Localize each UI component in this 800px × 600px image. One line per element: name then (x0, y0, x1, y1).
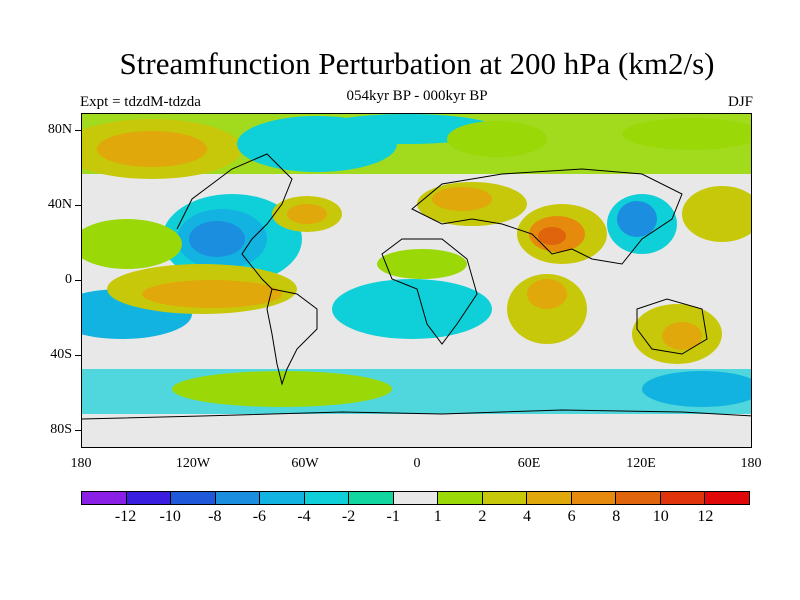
coast-antarctica (82, 409, 751, 420)
colorbar-label: -2 (341, 508, 356, 525)
colorbar-label: 12 (697, 508, 714, 525)
colorbar-label: -10 (159, 508, 181, 525)
field-atlantic-high-core (287, 204, 327, 224)
lat-label-40n: 40N (47, 197, 72, 212)
coastlines (82, 153, 751, 420)
colorbar-swatch (82, 492, 127, 504)
colorbar-label: 6 (567, 508, 576, 525)
coast-eurasia (411, 168, 683, 265)
lat-tick (75, 205, 81, 206)
colorbar-label: -12 (114, 508, 137, 525)
lon-label-0: 0 (413, 456, 421, 471)
colorbar-swatch (171, 492, 216, 504)
colorbar-label: 2 (478, 508, 487, 525)
lat-tick (75, 280, 81, 281)
colorbar-swatch (215, 492, 261, 504)
colorbar-label: 10 (652, 508, 669, 525)
colorbar-swatch (126, 492, 172, 504)
colorbar-label: 4 (523, 508, 531, 525)
colorbar-swatch (571, 492, 617, 504)
field-australia-high-core (662, 322, 702, 350)
colorbar-swatch (260, 492, 305, 504)
lon-label-120e: 120E (626, 456, 656, 471)
field-tropical-pac-core (142, 280, 282, 308)
lat-label-eq: 0 (65, 272, 72, 287)
colorbar-swatch (616, 492, 661, 504)
field-tibet-high-core (538, 227, 566, 245)
field-africa-ridge (377, 249, 467, 279)
field-indian-high-core (527, 279, 567, 309)
experiment-label: Expt = tdzdM-tdzda (80, 94, 201, 110)
colorbar-label: 1 (433, 508, 442, 525)
lat-tick (75, 355, 81, 356)
coast-africa (381, 238, 478, 345)
colorbar-swatch (349, 492, 394, 504)
colorbar-label: -6 (252, 508, 267, 525)
field-europe-high-core (432, 187, 492, 211)
lon-label-180w: 180 (70, 456, 92, 471)
field-wpac-high (682, 186, 751, 242)
season-label: DJF (727, 94, 753, 110)
plot-title: Streamfunction Perturbation at 200 hPa (… (119, 46, 715, 81)
coast-australia (636, 298, 708, 355)
colorbar-label: -8 (208, 508, 222, 525)
lon-label-120w: 120W (175, 456, 211, 471)
field-southern-ridge (172, 371, 392, 407)
lat-label-80n: 80N (47, 122, 72, 137)
field-npac-high-core (97, 131, 207, 167)
colorbar-swatch (482, 492, 528, 504)
field-satlantic-low (332, 279, 492, 339)
colorbar-label: -1 (386, 508, 400, 525)
lon-label-60e: 60E (517, 456, 541, 471)
colorbar-label: 8 (612, 508, 621, 525)
field-eastasia-low-core (617, 201, 657, 237)
colorbar-swatch (527, 492, 572, 504)
colorbar-swatch (304, 492, 350, 504)
colorbar (81, 491, 750, 505)
field-antarctic-band (82, 414, 751, 447)
field-southern-low (642, 371, 751, 407)
lat-tick (75, 430, 81, 431)
lat-label-80s: 80S (50, 422, 72, 437)
field-epac-ridge (82, 219, 182, 269)
field-eurasia-ridge (447, 121, 547, 157)
colorbar-swatch (660, 492, 706, 504)
lat-tick (75, 130, 81, 131)
colorbar-swatch (705, 492, 749, 504)
colorbar-swatch (393, 492, 439, 504)
coast-north-america (176, 153, 293, 290)
coast-south-america (266, 288, 318, 386)
field-siberia-ridge (622, 118, 751, 150)
lon-label-60w: 60W (291, 456, 319, 471)
field-namerica-low-core (189, 221, 245, 257)
lon-label-180e: 180 (740, 456, 762, 471)
lat-label-40s: 40S (50, 347, 72, 362)
colorbar-swatch (438, 492, 483, 504)
colorbar-label: -4 (297, 508, 311, 525)
map-panel (81, 113, 752, 448)
period-label: 054kyr BP - 000kyr BP (346, 88, 488, 104)
streamfunction-map (82, 114, 751, 447)
